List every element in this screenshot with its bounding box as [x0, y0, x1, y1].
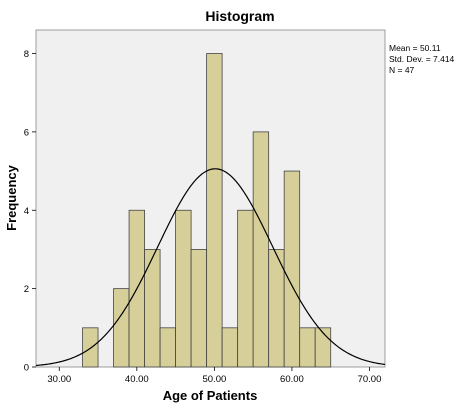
- histogram-bar-10: [237, 209, 254, 368]
- y-axis: 0 2 4 6 8: [24, 49, 36, 374]
- chart-title: Histogram: [205, 8, 274, 24]
- stats-box: Mean = 50.11 Std. Dev. = 7.414 N = 47: [389, 43, 455, 75]
- std-dev-stat: Std. Dev. = 7.414: [389, 54, 455, 64]
- n-stat: N = 47: [389, 65, 415, 75]
- histogram-bar-9: [221, 327, 239, 368]
- x-tick-label-4: 70.00: [358, 374, 382, 385]
- histogram-bar-0: [82, 327, 99, 368]
- histogram-bar-11: [252, 131, 270, 368]
- x-axis-label: Age of Patients: [163, 388, 258, 403]
- y-tick-label-4: 8: [24, 49, 29, 60]
- x-axis: 30.00 40.00 50.00 60.00 70.00: [47, 367, 381, 385]
- mean-stat: Mean = 50.11: [389, 43, 441, 53]
- histogram-bar-14: [299, 327, 316, 368]
- x-tick-label-3: 60.00: [280, 374, 304, 385]
- histogram-bar-5: [159, 327, 176, 368]
- histogram-bar-7: [190, 249, 208, 368]
- histogram-bar-15: [314, 327, 332, 368]
- histogram-bar-8: [206, 53, 223, 368]
- histogram-bar-13: [283, 170, 301, 368]
- histogram-bar-12: [268, 249, 285, 368]
- y-tick-label-2: 4: [24, 206, 29, 217]
- y-tick-label-1: 2: [24, 284, 29, 295]
- y-tick-label-0: 0: [24, 363, 29, 374]
- histogram-bar-6: [175, 209, 192, 368]
- x-tick-label-0: 30.00: [47, 374, 71, 385]
- y-axis-label: Frequency: [4, 164, 19, 231]
- y-tick-label-3: 6: [24, 127, 29, 138]
- histogram-bar-2: [113, 288, 130, 368]
- normal-curve: [35, 168, 386, 367]
- histogram-bar-4: [144, 249, 161, 368]
- x-tick-label-1: 40.00: [125, 374, 149, 385]
- x-tick-label-2: 50.00: [202, 374, 226, 385]
- histogram-bars: [82, 53, 332, 368]
